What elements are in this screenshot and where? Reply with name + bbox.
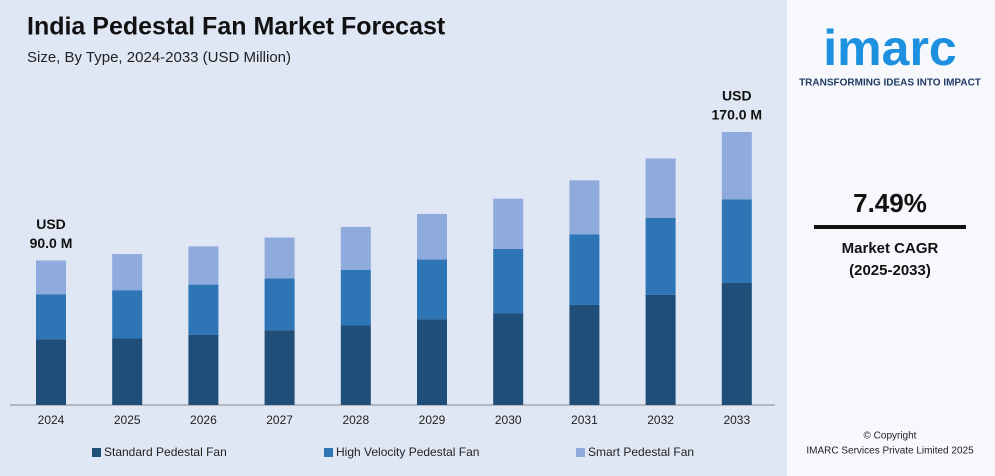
chart-title: India Pedestal Fan Market Forecast	[27, 13, 446, 41]
bar-segment	[112, 338, 143, 405]
cagr-period: (2025-2033)	[849, 262, 931, 279]
bar-segment	[493, 313, 524, 405]
copyright: © Copyright	[864, 431, 917, 442]
bar-segment	[264, 237, 295, 279]
annotation-value: 90.0 M	[30, 235, 73, 251]
bar-segment	[36, 260, 66, 295]
bar-segment	[36, 294, 66, 340]
cagr-value: 7.49%	[853, 188, 927, 218]
chart-subtitle: Size, By Type, 2024-2033 (USD Million)	[27, 49, 291, 66]
legend-label: High Velocity Pedestal Fan	[336, 445, 479, 459]
bar-segment	[417, 259, 447, 320]
bar-segment	[264, 330, 295, 405]
x-tick-label: 2028	[342, 413, 369, 427]
bar-segment	[645, 294, 676, 405]
annotation-value: 170.0 M	[712, 107, 763, 123]
legend-label: Smart Pedestal Fan	[588, 445, 694, 459]
annotation-unit: USD	[36, 216, 66, 232]
bar-segment	[417, 213, 447, 260]
legend-label: Standard Pedestal Fan	[104, 445, 227, 459]
x-tick-label: 2033	[723, 413, 750, 427]
bar-segment	[188, 246, 219, 285]
x-tick-label: 2024	[38, 413, 65, 427]
cagr-label: Market CAGR	[842, 240, 939, 257]
bar-segment	[340, 325, 371, 405]
x-tick-label: 2025	[114, 413, 141, 427]
legend-swatch	[576, 448, 585, 457]
x-tick-label: 2030	[495, 413, 522, 427]
bar-segment	[36, 339, 66, 405]
tagline: TRANSFORMING IDEAS INTO IMPACT	[799, 78, 981, 89]
legend-swatch	[92, 448, 101, 457]
bar-segment	[569, 234, 600, 305]
bar-segment	[493, 198, 524, 249]
bar-segment	[112, 254, 143, 291]
bar-segment	[112, 290, 143, 339]
bar-segment	[645, 217, 676, 295]
bar-segment	[569, 180, 600, 235]
bar-segment	[417, 319, 447, 405]
bar-segment	[188, 334, 219, 405]
bar-segment	[569, 304, 600, 405]
x-tick-label: 2027	[266, 413, 293, 427]
x-tick-label: 2029	[419, 413, 446, 427]
x-tick-label: 2026	[190, 413, 217, 427]
sidebar-panel	[787, 0, 995, 476]
logo: imarc	[823, 20, 956, 76]
x-tick-label: 2031	[571, 413, 598, 427]
legend-swatch	[324, 448, 333, 457]
bar-segment	[340, 269, 371, 326]
bar-segment	[188, 284, 219, 335]
bar-segment	[340, 226, 371, 270]
bar-segment	[721, 132, 752, 200]
bar-segment	[264, 278, 295, 331]
company: IMARC Services Private Limited 2025	[806, 446, 974, 457]
bar-segment	[721, 282, 752, 405]
bar-segment	[645, 158, 676, 218]
x-tick-label: 2032	[647, 413, 674, 427]
bar-segment	[493, 248, 524, 314]
annotation-unit: USD	[722, 88, 752, 104]
bar-segment	[721, 199, 752, 283]
